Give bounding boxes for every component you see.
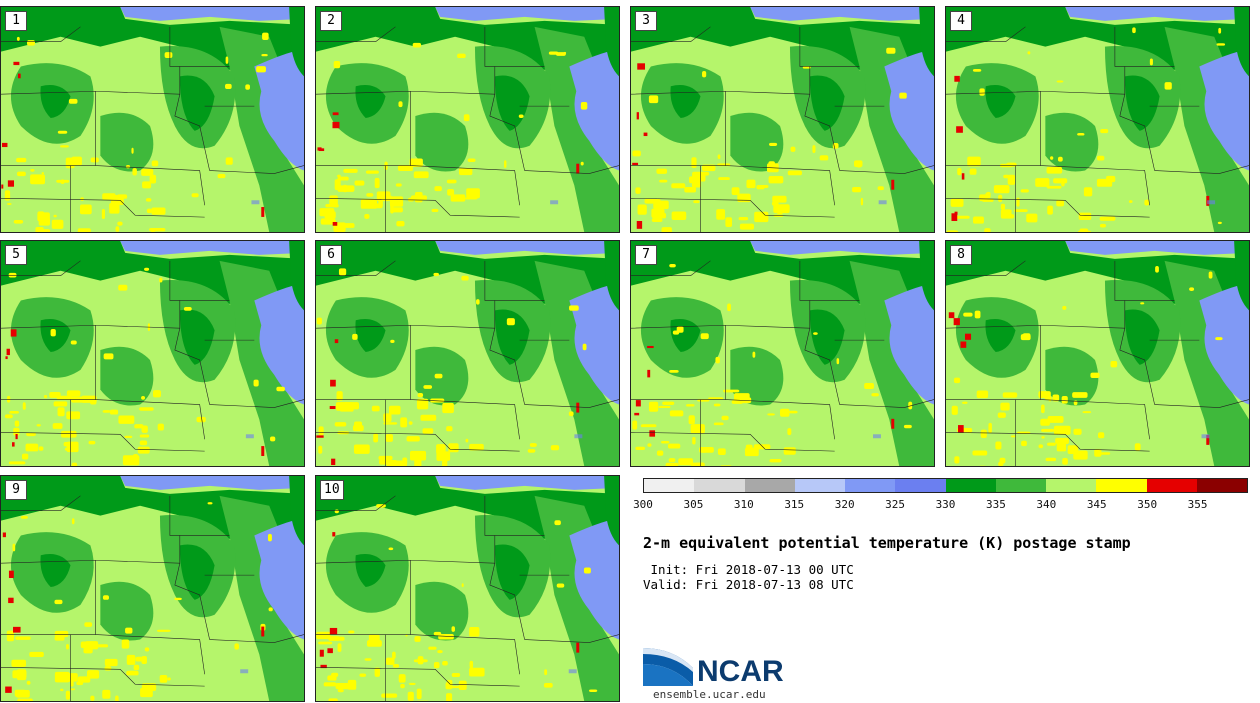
- colorbar-segment: [644, 479, 695, 492]
- ncar-logo-text: NCAR: [697, 655, 784, 688]
- member-number-label: 6: [320, 245, 342, 265]
- colorbar-segment: [995, 479, 1046, 492]
- colorbar-ticks: 300 305 310 315 320 325 330 335 340 345 350 355: [633, 498, 1248, 514]
- member-map: [946, 241, 1249, 466]
- ensemble-member-panel: 8: [945, 240, 1250, 467]
- colorbar-segment: [794, 479, 845, 492]
- member-map: [946, 7, 1249, 232]
- colorbar-tick-label: 305: [683, 498, 704, 511]
- ensemble-member-panel: 1: [0, 6, 305, 233]
- ensemble-member-panel: 10: [315, 475, 620, 702]
- colorbar-segment: [895, 479, 946, 492]
- colorbar-tick-label: 340: [1036, 498, 1057, 511]
- ensemble-member-panel: 6: [315, 240, 620, 467]
- member-map: [316, 241, 619, 466]
- colorbar-tick-label: 350: [1137, 498, 1158, 511]
- member-number-label: 10: [320, 480, 344, 500]
- ensemble-member-panel: 3: [630, 6, 935, 233]
- member-number-label: 1: [5, 11, 27, 31]
- logo-url: ensemble.ucar.edu: [653, 688, 766, 701]
- member-number-label: 8: [950, 245, 972, 265]
- colorbar-segment: [1046, 479, 1097, 492]
- colorbar-tick-label: 315: [784, 498, 805, 511]
- colorbar-tick-label: 300: [633, 498, 653, 511]
- ensemble-member-panel: 7: [630, 240, 935, 467]
- ncar-logo-icon: [643, 648, 693, 686]
- colorbar-tick-label: 325: [885, 498, 906, 511]
- ensemble-member-panel: 4: [945, 6, 1250, 233]
- colorbar-tick-label: 335: [985, 498, 1006, 511]
- member-map: [631, 7, 934, 232]
- colorbar-segment: [845, 479, 896, 492]
- member-number-label: 9: [5, 480, 27, 500]
- colorbar-segment: [744, 479, 795, 492]
- colorbar-tick-label: 355: [1187, 498, 1208, 511]
- colorbar-segment: [1096, 479, 1147, 492]
- member-number-label: 7: [635, 245, 657, 265]
- member-number-label: 2: [320, 11, 342, 31]
- colorbar-segment: [1146, 479, 1197, 492]
- member-map: [316, 7, 619, 232]
- colorbar-segment: [694, 479, 745, 492]
- colorbar-tick-label: 330: [935, 498, 956, 511]
- member-map: [1, 241, 304, 466]
- member-map: [1, 476, 304, 701]
- valid-time: Valid: Fri 2018-07-13 08 UTC: [643, 577, 854, 592]
- member-map: [631, 241, 934, 466]
- ensemble-member-panel: 5: [0, 240, 305, 467]
- member-number-label: 5: [5, 245, 27, 265]
- member-number-label: 3: [635, 11, 657, 31]
- member-number-label: 4: [950, 11, 972, 31]
- colorbar: [643, 478, 1248, 493]
- colorbar-segment: [1196, 479, 1247, 492]
- member-map: [1, 7, 304, 232]
- colorbar-tick-label: 345: [1086, 498, 1107, 511]
- ensemble-member-panel: 9: [0, 475, 305, 702]
- colorbar-tick-label: 310: [733, 498, 754, 511]
- colorbar-tick-label: 320: [834, 498, 855, 511]
- member-map: [316, 476, 619, 701]
- ensemble-member-panel: 2: [315, 6, 620, 233]
- colorbar-segment: [945, 479, 996, 492]
- map-title: 2-m equivalent potential temperature (K)…: [643, 534, 1131, 552]
- init-time: Init: Fri 2018-07-13 00 UTC: [643, 562, 854, 577]
